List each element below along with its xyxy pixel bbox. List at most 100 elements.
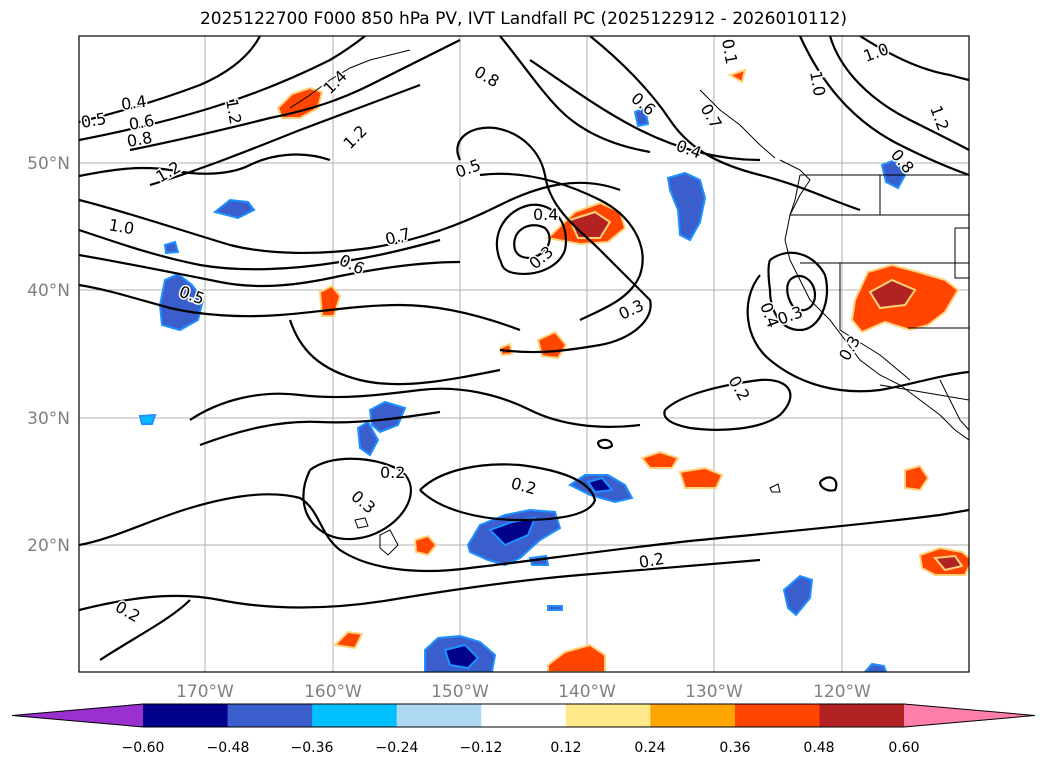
contour-line — [79, 36, 366, 142]
cool-blob — [863, 662, 888, 672]
cool-blob — [633, 106, 650, 128]
contour-label: 0.2 — [509, 474, 539, 499]
lat-label-50n: 50°N — [27, 154, 70, 174]
coastline — [769, 483, 781, 493]
state-border — [954, 228, 969, 279]
state-border — [839, 263, 911, 381]
warm-blob — [498, 342, 514, 357]
longitude-labels: 170°W 160°W 150°W 140°W 130°W 120°W — [176, 682, 871, 702]
positive-anomaly-shading — [276, 68, 969, 672]
coastline — [289, 49, 411, 109]
colorbar-tick-label: −0.12 — [460, 740, 503, 756]
colorbar-segment — [650, 704, 736, 727]
contour-line — [79, 153, 331, 178]
contour-line — [79, 253, 461, 288]
cool-blob — [368, 400, 407, 434]
cool-blob — [547, 605, 563, 611]
contour-label: 0.8 — [125, 128, 153, 151]
warm-blob — [868, 278, 917, 310]
colorbar-segment — [143, 704, 229, 727]
lon-label-160w: 160°W — [304, 682, 362, 702]
contour-line — [479, 172, 644, 321]
contour-line — [79, 493, 969, 573]
warm-blob — [933, 554, 964, 572]
contour-label: 0.6 — [127, 111, 155, 134]
contour-line — [456, 126, 652, 354]
colorbar-tick-label: 0.48 — [803, 740, 834, 756]
lon-label-150w: 150°W — [431, 682, 489, 702]
warm-blob — [904, 464, 930, 492]
coastline — [699, 89, 776, 159]
contour-line — [79, 283, 521, 332]
cool-blob — [880, 158, 907, 190]
map-frame — [78, 35, 970, 673]
warm-blob — [727, 68, 747, 84]
contour-line — [513, 224, 551, 260]
contour-label: 0.2 — [380, 463, 405, 482]
contour-label: 0.6 — [627, 89, 659, 120]
contour-label: 0.5 — [79, 109, 107, 132]
contour-label: 1.2 — [222, 97, 245, 125]
cool-blob — [356, 420, 380, 457]
latitude-labels: 50°N 40°N 30°N 20°N — [27, 154, 70, 556]
coastlines — [289, 49, 969, 556]
contour-label: 0.6 — [336, 250, 367, 278]
contour-label: 0.4 — [120, 92, 148, 114]
contour-line — [828, 36, 969, 151]
coastline — [779, 159, 969, 441]
contour-label: 0.1 — [718, 37, 741, 65]
contour-label: 1.0 — [107, 215, 135, 238]
contour-line — [79, 36, 261, 124]
colorbar-tick-label: 0.36 — [719, 740, 750, 756]
negative-anomaly-shading — [138, 106, 907, 672]
colorbar-extension-low — [12, 704, 143, 727]
contour-line — [767, 251, 829, 332]
contour-label: 0.4 — [674, 136, 704, 163]
coastline — [379, 529, 399, 556]
colorbar-extension-high — [904, 704, 1035, 727]
contour-line — [99, 599, 191, 661]
cool-blob — [138, 413, 157, 425]
contour-line — [189, 387, 641, 428]
colorbar-segment — [734, 704, 820, 727]
contour-line — [663, 378, 792, 431]
colorbar-segment — [819, 704, 905, 727]
contour-line — [798, 36, 969, 177]
contour-line — [79, 181, 621, 254]
contour-label: 0.4 — [533, 205, 558, 224]
contour-label: 1.0 — [806, 69, 829, 97]
contour-label: 1.2 — [339, 121, 370, 152]
cool-blob — [488, 516, 537, 547]
cool-blob — [163, 240, 180, 255]
contour-line — [79, 558, 761, 612]
lat-label-20n: 20°N — [27, 536, 70, 556]
contour-label: 0.3 — [775, 302, 805, 329]
contour-line — [746, 274, 969, 393]
map-title: 2025122700 F000 850 hPa PV, IVT Landfall… — [199, 9, 847, 29]
colorbar-tick-label: 0.60 — [888, 740, 919, 756]
contour-line — [859, 36, 969, 82]
contour-label: 0.7 — [697, 101, 726, 133]
colorbar-outline — [11, 703, 1036, 728]
warm-blob — [640, 450, 680, 469]
colorbar-tick-label: −0.24 — [376, 740, 419, 756]
colorbar-tick-label: −0.48 — [207, 740, 250, 756]
lon-label-130w: 130°W — [685, 682, 743, 702]
coastline — [354, 517, 369, 529]
contour-line — [529, 59, 761, 162]
lon-label-140w: 140°W — [558, 682, 616, 702]
lat-label-30n: 30°N — [27, 409, 70, 429]
contour-line — [499, 36, 651, 154]
contour-label: 0.5 — [453, 155, 483, 182]
contour-label: 1.4 — [319, 66, 350, 97]
warm-blob — [332, 630, 364, 650]
contour-label: 0.2 — [725, 373, 754, 405]
cool-blob — [782, 574, 814, 617]
lon-label-170w: 170°W — [176, 682, 234, 702]
colorbar-tick-label: −0.60 — [122, 740, 165, 756]
cool-blob — [212, 198, 256, 220]
colorbar-segment — [396, 704, 482, 727]
contour-label: 0.3 — [347, 487, 379, 518]
warm-blob — [413, 534, 438, 557]
